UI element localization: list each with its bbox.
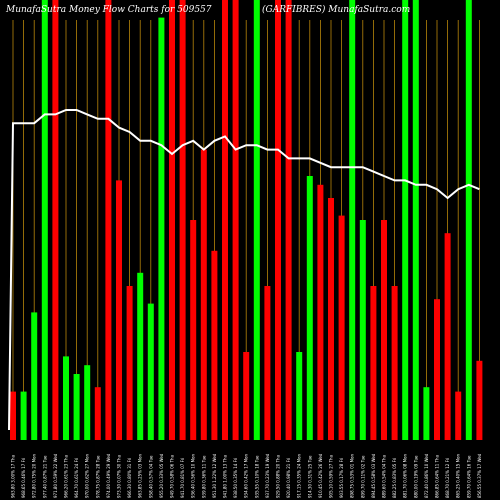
money-flow-bars xyxy=(10,0,483,440)
x-tick-label: 920.40 0.98% 21 Fri xyxy=(286,458,291,498)
money-flow-bar xyxy=(147,303,154,440)
x-tick-label: 951.30 1.22% 12 Wed xyxy=(212,453,217,498)
chart-title-right: (GARFIBRES) MunafaSutra.com xyxy=(262,4,410,15)
money-flow-bar xyxy=(285,0,292,440)
money-flow-bar xyxy=(126,286,133,440)
x-tick-label: 866.85 0.64% 11 Thu xyxy=(435,454,440,498)
money-flow-bar xyxy=(200,149,207,440)
x-tick-label: 938.50 0.35% 14 Fri xyxy=(233,458,238,498)
money-flow-bar xyxy=(434,299,440,440)
x-tick-label: 917.15 0.35% 24 Mon xyxy=(297,453,302,498)
money-flow-bar xyxy=(179,0,186,440)
money-flow-bar xyxy=(41,0,48,440)
money-flow-bar xyxy=(381,220,387,440)
chart-title-left: MunafaSutra Money Flow Charts for 509557 xyxy=(5,5,212,15)
money-flow-bar xyxy=(20,391,27,440)
money-flow-bar xyxy=(63,356,69,440)
x-tick-label: 899.70 0.11% 02 Tue xyxy=(360,455,365,498)
x-tick-label: 941.70 0.81% 07 Fri xyxy=(180,458,185,498)
x-tick-label: 935.55 0.10% 18 Tue xyxy=(254,455,259,498)
money-flow-bar xyxy=(84,365,91,440)
money-flow-bar xyxy=(476,360,483,440)
money-flow-bar xyxy=(317,184,324,440)
x-tick-label: 937.70 0.23% 19 Wed xyxy=(265,453,270,498)
money-flow-bar xyxy=(232,0,239,440)
x-tick-label: 958.40 0.57% 04 Tue xyxy=(148,455,153,498)
x-tick-label: 977.40 0.87% 21 Tue xyxy=(42,455,47,498)
x-tick-label: 872.40 0.86% 10 Wed xyxy=(424,453,429,498)
price-line xyxy=(8,109,480,431)
x-tick-label: 934.60 0.42% 17 Mon xyxy=(244,453,249,498)
x-tick-label: 914.30 0.31% 25 Tue xyxy=(307,455,312,498)
money-flow-bar xyxy=(264,286,271,440)
x-tick-label: 910.45 0.42% 26 Wed xyxy=(318,453,323,498)
money-flow-bar xyxy=(190,220,197,440)
x-tick-label: 968.65 0.46% 17 Fri xyxy=(21,458,26,498)
money-flow-bar xyxy=(328,198,334,440)
x-tick-label: 974.00 0.49% 29 Wed xyxy=(106,453,111,498)
x-tick-label: 970.00 0.62% 27 Mon xyxy=(85,453,90,498)
x-tick-label: 936.40 0.56% 10 Mon xyxy=(191,453,196,498)
x-tick-label: 949.70 0.58% 06 Thu xyxy=(170,454,175,498)
x-tick-label: 963.85 0.25% 03 Mon xyxy=(138,453,143,498)
x-tick-label: 882.25 0.83% 05 Fri xyxy=(392,458,397,498)
x-tick-label: 972.80 0.75% 20 Mon xyxy=(32,453,37,498)
money-flow-bar xyxy=(338,215,345,440)
money-flow-bar xyxy=(52,0,59,440)
money-flow-bar xyxy=(306,176,313,440)
x-tick-label: 856.55 0.37% 17 Wed xyxy=(477,453,482,498)
x-tick-label: 903.55 0.17% 28 Fri xyxy=(339,458,344,498)
x-tick-label: 955.20 0.33% 05 Wed xyxy=(159,453,164,498)
money-flow-bar xyxy=(73,374,80,440)
money-flow-bar xyxy=(31,312,38,440)
x-tick-label: 898.75 0.53% 01 Mon xyxy=(350,453,355,498)
money-flow-bar xyxy=(116,180,122,440)
money-flow-bar xyxy=(137,272,144,440)
money-flow-bar xyxy=(10,391,16,440)
money-flow-bar xyxy=(455,391,462,440)
money-flow-bar xyxy=(211,250,218,440)
money-flow-bar xyxy=(158,17,165,440)
money-flow-bar xyxy=(349,0,356,440)
money-flow-bar xyxy=(169,0,175,440)
money-flow-bar xyxy=(222,0,228,440)
money-flow-bar xyxy=(391,286,398,440)
money-flow-bar xyxy=(412,0,419,440)
x-tick-label: 881.70 0.06% 08 Mon xyxy=(403,453,408,498)
x-tick-label: 889.60 0.54% 04 Thu xyxy=(382,454,387,498)
money-flow-bar xyxy=(423,387,430,440)
x-tick-label: 865.25 0.40% 15 Mon xyxy=(456,453,461,498)
x-tick-label: 966.30 0.80% 31 Fri xyxy=(127,458,132,498)
x-tick-label: 939.80 0.36% 11 Tue xyxy=(201,455,206,498)
x-tick-label: 964.70 0.61% 24 Fri xyxy=(74,458,79,498)
money-flow-bar xyxy=(253,0,260,440)
x-axis-tick-labels: 963.80 3.00% 17 Thu 968.65 0.46% 17 Fri 97… xyxy=(11,453,482,498)
x-tick-label: 894.45 0.58% 03 Wed xyxy=(371,453,376,498)
x-tick-label: 978.75 0.87% 28 Tue xyxy=(95,455,100,498)
money-flow-bar xyxy=(243,352,250,440)
x-tick-label: 971.80 0.59% 22 Wed xyxy=(53,453,58,498)
money-flow-bar xyxy=(465,0,472,440)
money-flow-bar xyxy=(402,0,409,440)
x-tick-label: 941.80 1.00% 13 Thu xyxy=(223,454,228,498)
money-flow-bar xyxy=(105,0,112,440)
x-tick-label: 859.70 0.64% 16 Tue xyxy=(466,455,471,498)
money-flow-bar xyxy=(275,0,281,440)
x-tick-label: 905.10 0.59% 27 Thu xyxy=(329,454,334,498)
x-tick-label: 963.80 3.00% 17 Thu xyxy=(11,454,16,498)
money-flow-bar xyxy=(296,352,303,440)
x-tick-label: 880.00 0.19% 09 Tue xyxy=(413,455,418,498)
money-flow-bar xyxy=(444,233,451,440)
money-flow-bar xyxy=(94,387,101,440)
x-tick-label: 929.50 0.88% 20 Thu xyxy=(276,454,281,498)
money-flow-bar xyxy=(370,286,377,440)
x-tick-label: 966.20 0.61% 23 Thu xyxy=(64,454,69,498)
x-tick-label: 868.70 0.21% 12 Fri xyxy=(445,458,450,498)
price-line-path xyxy=(8,109,480,431)
money-flow-bar xyxy=(359,220,366,440)
x-tick-label: 973.30 0.07% 30 Thu xyxy=(117,454,122,498)
